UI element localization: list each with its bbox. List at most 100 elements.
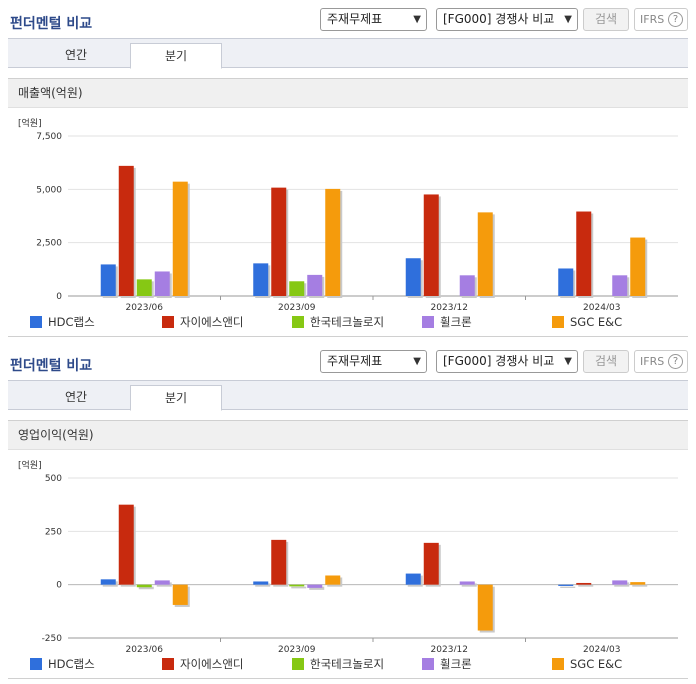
legend-swatch — [30, 316, 42, 328]
legend-label: 휠크론 — [440, 657, 472, 671]
operating-profit-bar-chart: [억원] -250 0 250 500 2023/06 2023/09 2023/12 2024… — [18, 459, 678, 652]
legend-item[interactable]: HDC랩스 — [30, 314, 95, 330]
bar-hdc랩스-2023-12 — [405, 258, 421, 296]
legend-item[interactable]: HDC랩스 — [30, 656, 95, 672]
bar-shadow — [560, 586, 576, 588]
x-tick-label: 2023/12 — [431, 303, 468, 310]
legend-label: 자이에스앤디 — [180, 657, 244, 671]
y-tick-label: 7,500 — [36, 132, 62, 142]
legend-item[interactable]: SGC E&C — [552, 656, 622, 672]
fundamental-panel-revenue: 펀더멘털 비교 주재무제표 ▼ [FG000] 경쟁사 비교 ▼ 검색 IFRS… — [8, 8, 690, 337]
bar-휠크론-2023-12 — [459, 275, 475, 296]
divider — [8, 336, 688, 337]
legend-swatch — [30, 658, 42, 670]
bar-sgc-e-c-2023-12 — [477, 212, 493, 296]
section-header: 매출액(억원) — [8, 78, 688, 108]
help-icon[interactable]: ? — [668, 354, 683, 369]
bar-휠크론-2024-03 — [612, 275, 628, 296]
bar-한국테크놀로지-2023-06 — [136, 584, 152, 588]
unit-label: [억원] — [18, 117, 42, 129]
statement-select[interactable]: 주재무제표 ▼ — [320, 350, 427, 373]
legend-item[interactable]: 한국테크놀로지 — [292, 314, 384, 330]
ifrs-label: IFRS — [640, 13, 665, 26]
x-tick-label: 2023/06 — [126, 303, 164, 310]
divider — [8, 678, 688, 679]
tab-quarterly[interactable]: 분기 — [130, 385, 222, 411]
bar-shadow — [309, 586, 325, 590]
fundamental-panel-operating-profit: 펀더멘털 비교 주재무제표 ▼ [FG000] 경쟁사 비교 ▼ 검색 IFRS… — [0, 342, 696, 684]
search-button[interactable]: 검색 — [583, 350, 629, 373]
legend-swatch — [422, 658, 434, 670]
x-tick-label: 2023/06 — [126, 645, 164, 652]
bar-자이에스앤디-2023-06 — [118, 504, 134, 585]
panel-title: 펀더멘털 비교 — [10, 16, 93, 32]
unit-label: [억원] — [18, 459, 42, 471]
legend-item[interactable]: 자이에스앤디 — [162, 656, 243, 672]
bar-자이에스앤디-2023-06 — [118, 165, 134, 296]
bar-휠크론-2023-12 — [459, 581, 475, 585]
chevron-down-icon: ▼ — [413, 14, 421, 25]
legend-swatch — [292, 316, 304, 328]
legend-label: 한국테크놀로지 — [310, 315, 385, 329]
bar-자이에스앤디-2023-09 — [271, 187, 287, 296]
y-tick-label: 0 — [56, 581, 62, 591]
legend-swatch — [552, 658, 564, 670]
ifrs-toggle[interactable]: IFRS ? — [634, 8, 688, 31]
bar-자이에스앤디-2024-03 — [576, 211, 592, 296]
section-header: 영업이익(억원) — [8, 420, 688, 450]
bar-shadow — [578, 584, 594, 587]
legend-item[interactable]: 휠크론 — [422, 314, 472, 330]
bar-hdc랩스-2023-06 — [100, 579, 116, 585]
compare-select-value: [FG000] 경쟁사 비교 — [443, 12, 555, 26]
bar-sgc-e-c-2023-09 — [325, 575, 341, 585]
ifrs-label: IFRS — [640, 355, 665, 368]
bar-sgc-e-c-2024-03 — [630, 237, 646, 296]
chevron-down-icon: ▼ — [564, 356, 572, 367]
x-tick-label: 2023/12 — [431, 645, 468, 652]
x-tick-label: 2023/09 — [278, 645, 316, 652]
panel-title: 펀더멘털 비교 — [10, 358, 93, 374]
statement-select-value: 주재무제표 — [327, 12, 383, 26]
legend-label: 자이에스앤디 — [180, 315, 244, 329]
legend-label: 한국테크놀로지 — [310, 657, 385, 671]
chart-legend: HDC랩스 자이에스앤디 한국테크놀로지 휠크론 SGC E&C — [30, 314, 690, 330]
y-tick-label: 0 — [56, 292, 62, 302]
tab-quarterly[interactable]: 분기 — [130, 43, 222, 69]
bar-휠크론-2024-03 — [612, 580, 628, 585]
search-button[interactable]: 검색 — [583, 8, 629, 31]
bar-sgc-e-c-2023-06 — [172, 584, 188, 605]
tab-annual[interactable]: 연간 — [64, 390, 88, 404]
compare-select[interactable]: [FG000] 경쟁사 비교 ▼ — [436, 8, 578, 31]
y-tick-label: -250 — [42, 634, 63, 644]
bar-자이에스앤디-2023-09 — [271, 539, 287, 585]
revenue-bar-chart: [억원] 0 2,500 5,000 7,500 2023/06 2023/09 2023/1… — [18, 117, 678, 310]
x-tick-label: 2023/09 — [278, 303, 316, 310]
tab-annual[interactable]: 연간 — [64, 48, 88, 62]
legend-label: HDC랩스 — [48, 315, 95, 329]
ifrs-toggle[interactable]: IFRS ? — [634, 350, 688, 373]
help-icon[interactable]: ? — [668, 12, 683, 27]
legend-item[interactable]: 휠크론 — [422, 656, 472, 672]
bar-한국테크놀로지-2023-06 — [136, 279, 152, 296]
bar-hdc랩스-2023-06 — [100, 264, 116, 296]
legend-item[interactable]: 한국테크놀로지 — [292, 656, 384, 672]
bar-한국테크놀로지-2023-09 — [289, 584, 305, 587]
legend-item[interactable]: SGC E&C — [552, 314, 622, 330]
statement-select[interactable]: 주재무제표 ▼ — [320, 8, 427, 31]
period-tabs: 연간 분기 — [8, 38, 688, 69]
bar-shadow — [461, 583, 477, 587]
compare-select[interactable]: [FG000] 경쟁사 비교 ▼ — [436, 350, 578, 373]
bar-hdc랩스-2024-03 — [558, 584, 574, 586]
y-tick-label: 250 — [45, 527, 62, 537]
bar-hdc랩스-2023-09 — [253, 263, 269, 296]
legend-item[interactable]: 자이에스앤디 — [162, 314, 243, 330]
bar-shadow — [138, 586, 154, 590]
bar-휠크론-2023-06 — [154, 580, 170, 585]
bar-sgc-e-c-2023-12 — [477, 584, 493, 631]
legend-swatch — [162, 658, 174, 670]
chevron-down-icon: ▼ — [413, 356, 421, 367]
bar-자이에스앤디-2023-12 — [423, 542, 439, 585]
legend-label: HDC랩스 — [48, 657, 95, 671]
bar-hdc랩스-2023-09 — [253, 581, 269, 585]
bar-shadow — [255, 583, 271, 587]
